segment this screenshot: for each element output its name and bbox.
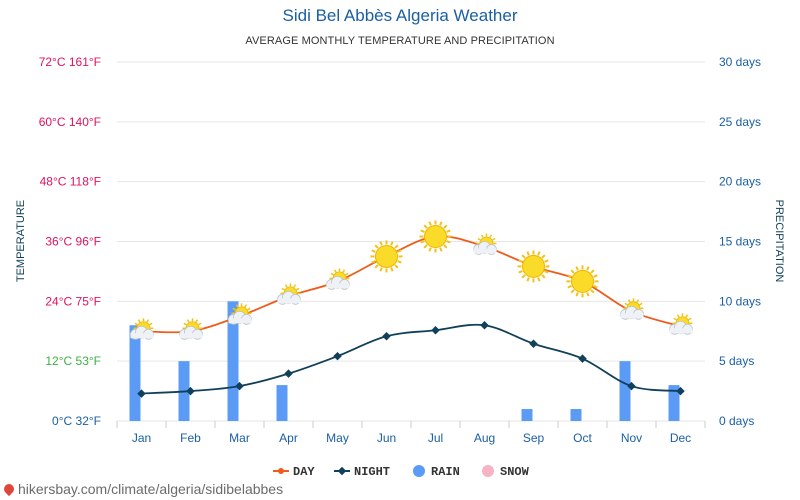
legend-day-label: DAY bbox=[293, 465, 315, 479]
rain-bar bbox=[668, 385, 680, 421]
night-point bbox=[529, 339, 538, 348]
y2-tick-label: 0 days bbox=[719, 414, 754, 428]
night-point bbox=[284, 369, 293, 378]
night-point bbox=[578, 354, 587, 363]
x-tick-label: Sep bbox=[523, 431, 545, 445]
y-tick-label: 0°C 32°F bbox=[52, 414, 101, 428]
sun-icon bbox=[566, 265, 599, 298]
legend-rain-label: RAIN bbox=[431, 465, 460, 479]
source-footer[interactable]: hikersbay.com/climate/algeria/sidibelabb… bbox=[1, 481, 284, 497]
legend-snow-label: SNOW bbox=[500, 465, 530, 479]
location-pin-icon bbox=[1, 481, 17, 497]
y-tick-label: 48°C 118°F bbox=[40, 175, 101, 189]
legend-night-label: NIGHT bbox=[354, 465, 390, 479]
chart-title: Sidi Bel Abbès Algeria Weather bbox=[282, 6, 518, 25]
sun-icon bbox=[517, 250, 550, 283]
x-tick-label: Jan bbox=[132, 431, 151, 445]
x-tick-label: Feb bbox=[180, 431, 201, 445]
rain-bar bbox=[521, 409, 533, 421]
y2-tick-label: 30 days bbox=[719, 55, 761, 69]
partly-cloudy-icon bbox=[179, 318, 203, 340]
y-axis-title: TEMPERATURE bbox=[15, 200, 27, 282]
x-tick-label: Jun bbox=[377, 431, 396, 445]
night-point bbox=[235, 381, 244, 391]
x-tick-label: Aug bbox=[474, 431, 495, 445]
y-tick-label: 24°C 75°F bbox=[45, 294, 101, 308]
x-tick-label: Jul bbox=[428, 431, 443, 445]
night-point bbox=[382, 331, 391, 341]
night-point bbox=[333, 351, 342, 361]
night-point bbox=[480, 321, 489, 330]
y-tick-label: 12°C 53°F bbox=[45, 354, 101, 368]
partly-cloudy-icon bbox=[326, 268, 350, 290]
chart-subtitle: AVERAGE MONTHLY TEMPERATURE AND PRECIPIT… bbox=[245, 35, 555, 47]
legend-rain-swatch bbox=[413, 465, 425, 477]
partly-cloudy-icon bbox=[277, 283, 301, 305]
y2-tick-label: 20 days bbox=[719, 175, 761, 189]
legend-snow-swatch bbox=[482, 465, 494, 477]
source-link[interactable]: hikersbay.com/climate/algeria/sidibelabb… bbox=[18, 481, 284, 497]
day-line bbox=[141, 235, 681, 334]
partly-cloudy-icon bbox=[228, 303, 252, 325]
partly-cloudy-icon bbox=[669, 313, 693, 335]
rain-bar bbox=[129, 325, 141, 421]
rain-bar bbox=[276, 385, 288, 421]
rain-bar bbox=[570, 409, 582, 421]
night-point bbox=[137, 389, 146, 398]
y2-tick-label: 10 days bbox=[719, 294, 761, 308]
legend-day-marker bbox=[278, 468, 284, 474]
partly-cloudy-icon bbox=[620, 298, 644, 320]
y-tick-label: 60°C 140°F bbox=[39, 115, 101, 129]
y-tick-label: 36°C 96°F bbox=[45, 235, 101, 249]
sun-icon bbox=[419, 220, 452, 253]
x-tick-label: Oct bbox=[573, 431, 592, 445]
night-point bbox=[431, 326, 440, 335]
partly-cloudy-icon bbox=[473, 233, 497, 255]
rain-bar bbox=[227, 301, 239, 421]
partly-cloudy-icon bbox=[130, 318, 154, 340]
y-tick-label: 72°C 161°F bbox=[39, 55, 101, 69]
x-tick-label: Nov bbox=[621, 431, 642, 445]
sun-icon bbox=[370, 240, 403, 273]
y2-tick-label: 5 days bbox=[719, 354, 754, 368]
y2-axis-title: PRECIPITATION bbox=[773, 200, 785, 283]
x-tick-label: Apr bbox=[279, 431, 298, 445]
rain-bar bbox=[619, 361, 631, 421]
y2-tick-label: 25 days bbox=[719, 115, 761, 129]
night-line bbox=[141, 323, 681, 395]
x-tick-label: Dec bbox=[670, 431, 691, 445]
x-tick-label: May bbox=[326, 431, 349, 445]
night-point bbox=[186, 386, 195, 396]
y2-tick-label: 15 days bbox=[719, 235, 761, 249]
x-tick-label: Mar bbox=[229, 431, 250, 445]
night-point bbox=[627, 381, 636, 391]
night-point bbox=[676, 386, 685, 396]
legend-night-marker bbox=[337, 466, 347, 476]
